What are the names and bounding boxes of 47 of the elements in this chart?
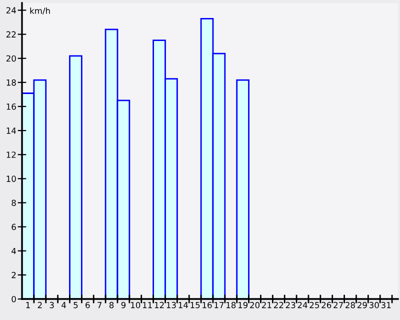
bar [236,79,250,299]
x-tick-label: 12 [154,302,164,308]
x-tick-label: 3 [50,302,54,308]
x-tick-label: 30 [369,302,379,308]
y-tick-label: 0 [12,296,16,302]
x-tick-label: 20 [250,302,260,308]
x-tick-label: 31 [381,302,391,308]
x-tick-label: 7 [98,302,102,308]
y-tick-label: 16 [6,103,16,110]
x-tick-label: 2 [38,302,42,308]
y-tick-label: 18 [6,79,16,86]
x-tick-label: 21 [262,302,272,308]
x-tick-label: 18 [226,302,236,308]
y-tick-label: 14 [6,128,16,134]
y-tick-label: 20 [6,55,16,62]
bar [69,55,82,299]
x-tick-label: 5 [74,302,78,308]
x-tick-label: 1 [26,302,30,308]
x-tick-label: 10 [131,302,140,308]
y-tick-label: 2 [12,272,16,278]
y-tick-label: 4 [12,248,16,254]
x-tick-label: 19 [238,302,248,308]
y-tick-label: 6 [12,224,16,230]
y-tick-label: 22 [6,31,16,38]
x-tick-label: 24 [298,302,308,308]
x-tick-label: 25 [310,302,320,308]
x-tick-label: 8 [109,302,114,308]
x-tick-label: 26 [322,302,332,308]
x-tick-label: 13 [166,302,176,308]
x-tick-label: 4 [62,302,66,308]
x-tick-label: 15 [190,302,200,308]
x-tick-label: 6 [86,302,90,308]
x-tick-label: 14 [178,302,188,308]
y-tick-label: 24 [6,7,16,14]
y-tick-label: 8 [12,200,16,206]
y-axis-title: km/h [30,7,50,15]
x-tick-label: 11 [142,302,152,308]
x-tick-label: 9 [121,302,126,308]
x-tick-label: 27 [334,302,343,308]
x-tick-label: 29 [358,302,367,308]
x-tick-label: 16 [202,302,212,308]
y-tick-label: 12 [6,152,16,158]
x-tick-label: 23 [286,302,296,308]
x-tick-label: 22 [274,302,284,308]
x-tick-label: 28 [346,302,355,308]
y-tick-label: 10 [6,176,16,182]
x-tick-label: 17 [214,302,224,308]
